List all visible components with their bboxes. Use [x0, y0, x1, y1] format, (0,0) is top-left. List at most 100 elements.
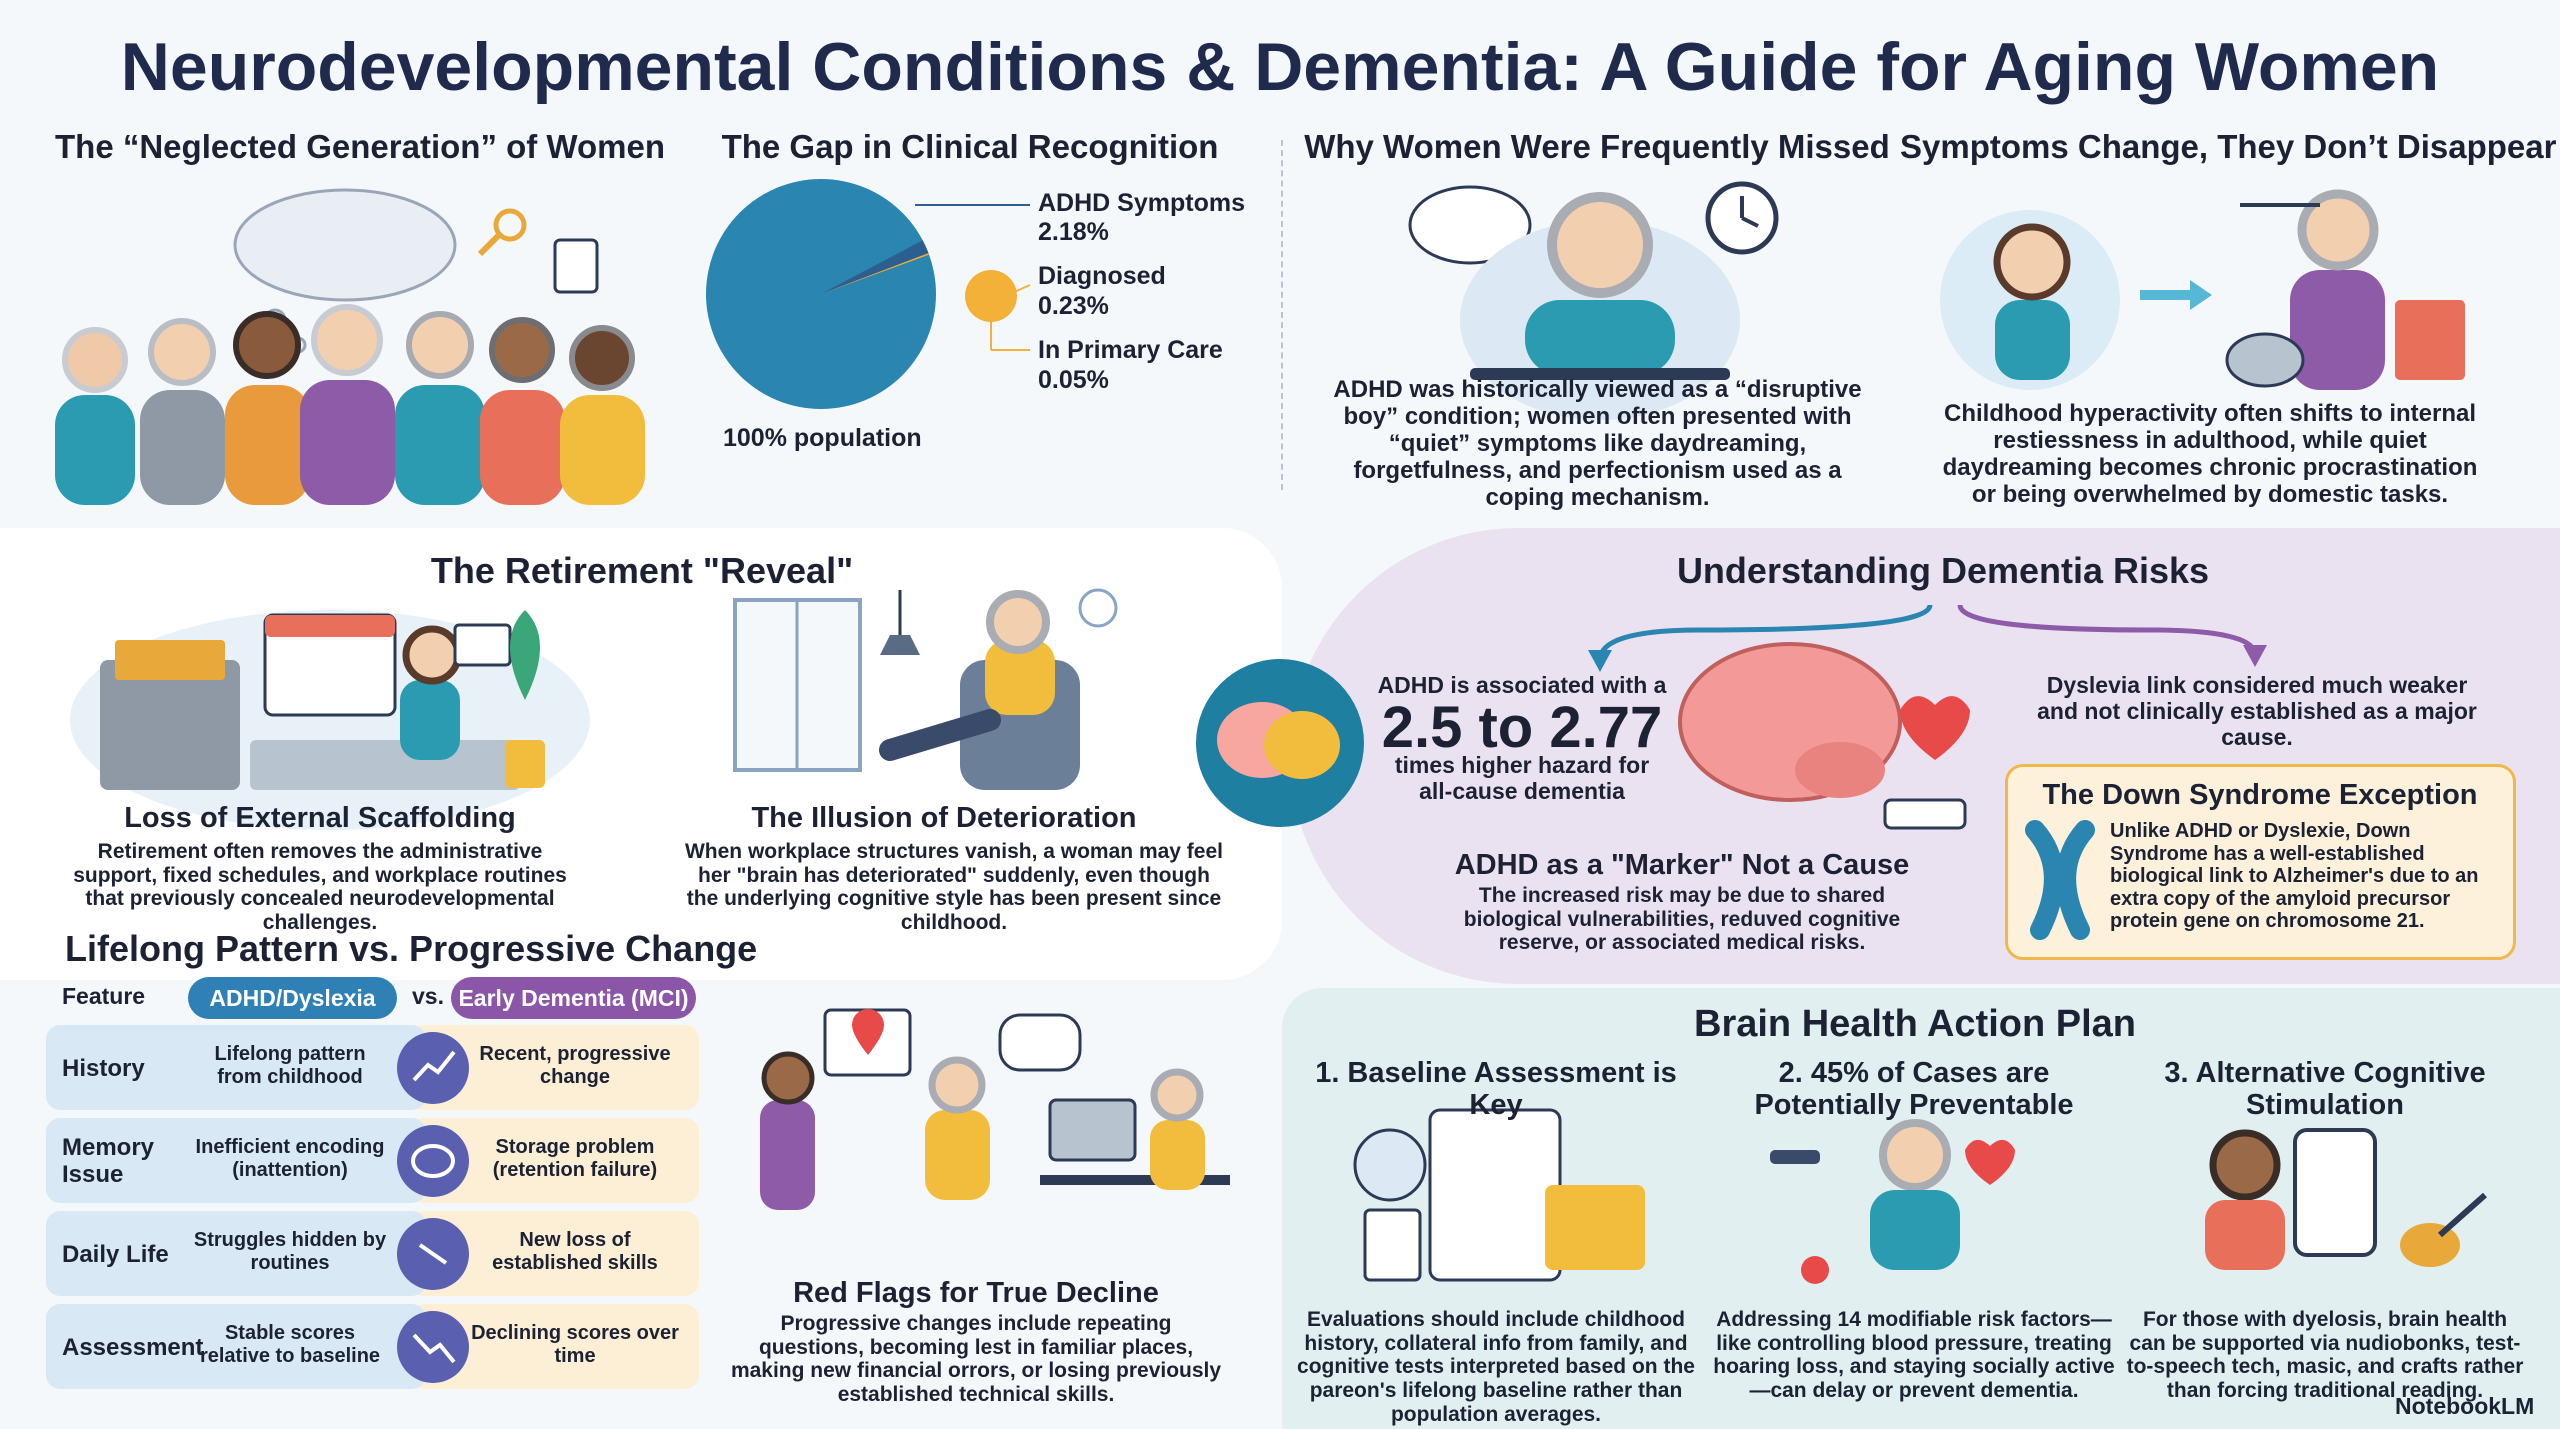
illustration-part	[1408, 185, 1532, 265]
illustration-part	[2205, 1200, 2285, 1270]
illustration-part	[2225, 332, 2305, 388]
illustration-part	[761, 1051, 815, 1105]
red-flags-title: Red Flags for True Decline	[793, 1277, 1159, 1309]
item-title: The Illusion of Deterioration	[751, 802, 1137, 834]
illustration-part	[400, 680, 460, 760]
section-heading: The “Neglected Generation” of Women	[55, 128, 665, 165]
illustration-part	[406, 311, 474, 379]
illustration-part	[412, 1333, 456, 1364]
table-header: vs.	[412, 983, 444, 1009]
stat-post: times higher hazard for all-cause dement…	[1394, 752, 1650, 804]
table-header: ADHD/Dyslexia	[188, 977, 397, 1019]
marker-text: The increased risk may be due to shared …	[1463, 884, 1901, 955]
illustration-part	[265, 615, 395, 637]
page-title: Neurodevelopmental Conditions & Dementia…	[120, 29, 2440, 105]
section-heading: Lifelong Pattern vs. Progressive Change	[65, 928, 758, 969]
office-scene	[70, 610, 590, 830]
illustration-part	[1900, 696, 1970, 760]
illustration-part	[1545, 1185, 1645, 1270]
illustration-part	[925, 1110, 990, 1200]
illustration-part	[225, 385, 310, 505]
red-flags-text: Progressive changes include repeating qu…	[730, 1312, 1222, 1407]
step-text: Evaluations should include childhood his…	[1297, 1308, 1695, 1426]
divider	[1281, 140, 1283, 490]
pie-label: Diagnosed	[1038, 262, 1166, 290]
illustration-part	[148, 318, 216, 386]
illustration-part	[1547, 192, 1653, 298]
illustration-part	[397, 1311, 469, 1383]
illustration-part	[418, 1243, 448, 1265]
child-to-adult	[1940, 189, 2465, 390]
brain-badge	[1196, 659, 1364, 827]
table-header: Early Dementia (MCI)	[451, 977, 696, 1019]
illustration-part	[62, 327, 128, 393]
step-title: 2. 45% of Cases are Potentially Preventa…	[1754, 1057, 2074, 1121]
table-cell-bg	[46, 1211, 426, 1296]
illustration-part	[1957, 604, 2258, 656]
illustration-part	[510, 610, 540, 700]
illustration-part	[233, 188, 457, 302]
row-adhd: Stable scores relative to baseline	[199, 1322, 381, 1367]
illustration-part	[311, 304, 383, 376]
dyslexia-note: Dyslevia link considered much weaker and…	[2037, 672, 2477, 750]
brand: NotebookLM	[2395, 1393, 2535, 1419]
illustration-part	[553, 238, 599, 294]
pie-value-label: 0.05%	[1038, 366, 1109, 394]
illustration-part	[998, 1013, 1082, 1072]
illustration-part	[2025, 820, 2064, 940]
illustration-part	[2190, 280, 2212, 310]
illustration-part	[1588, 650, 1612, 672]
red-flags-scene	[760, 1008, 1230, 1210]
illustration-part	[489, 317, 555, 383]
illustration-part	[140, 390, 225, 505]
illustration-part	[2395, 300, 2465, 380]
row-dementia: Recent, progressive change	[479, 1043, 671, 1088]
row-adhd: Struggles hidden by routines	[193, 1229, 387, 1274]
illustration-part	[2209, 1129, 2281, 1201]
illustration-part	[1363, 1208, 1422, 1282]
illustration-part	[879, 709, 1001, 761]
illustration-part	[1470, 368, 1730, 380]
illustration-part	[2290, 270, 2385, 390]
illustration-part	[560, 395, 645, 505]
section-text: Childhood hyperactivity often shifts to …	[1942, 400, 2478, 509]
illustration-part	[1993, 223, 2071, 301]
illustration-part	[1795, 742, 1885, 798]
illustration-part	[1264, 711, 1340, 779]
down-title: The Down Syndrome Exception	[2042, 779, 2478, 811]
illustration-part	[760, 1100, 815, 1210]
illustration-part	[2438, 1192, 2487, 1238]
section-heading: The Gap in Clinical Recognition	[721, 128, 1219, 165]
illustration-part	[397, 1125, 469, 1197]
brain-illustration	[1678, 642, 1970, 830]
illustration-part	[1879, 1119, 1951, 1191]
illustration-part	[505, 740, 545, 788]
row-feature: Daily Life	[62, 1240, 169, 1268]
table-cell-bg	[46, 1025, 426, 1110]
illustration-part	[986, 590, 1050, 654]
illustration-part	[852, 1009, 884, 1055]
section-heading: Why Women Were Frequently Missed	[1304, 128, 1890, 165]
illustration-part	[1525, 300, 1675, 375]
illustration-part	[2056, 820, 2095, 940]
item-text: When workplace structures vanish, a woma…	[684, 840, 1223, 935]
action-icons	[1353, 1108, 2487, 1284]
illustration-part	[1597, 604, 1933, 661]
table-cell-bg	[46, 1304, 426, 1389]
section-heading: Symptoms Change, They Don’t Disappear	[1900, 128, 2557, 165]
illustration-part	[880, 635, 920, 655]
illustration-part	[411, 1144, 455, 1178]
pie-label: ADHD Symptoms	[1038, 189, 1245, 217]
dementia-arrows	[1588, 604, 2267, 672]
row-adhd: Lifelong pattern from childhood	[214, 1043, 366, 1088]
section-heading: The Retirement "Reveal"	[430, 550, 854, 591]
illustration-part	[1801, 1256, 1829, 1284]
pie-callout	[965, 270, 1017, 322]
illustration-part	[100, 660, 240, 790]
illustration-part	[1870, 1190, 1960, 1270]
illustration-part	[1995, 300, 2070, 380]
row-dementia: New loss of established skills	[492, 1229, 658, 1274]
woman-daydreaming	[1408, 181, 1779, 420]
section-heading: Understanding Dementia Risks	[1676, 550, 2210, 591]
